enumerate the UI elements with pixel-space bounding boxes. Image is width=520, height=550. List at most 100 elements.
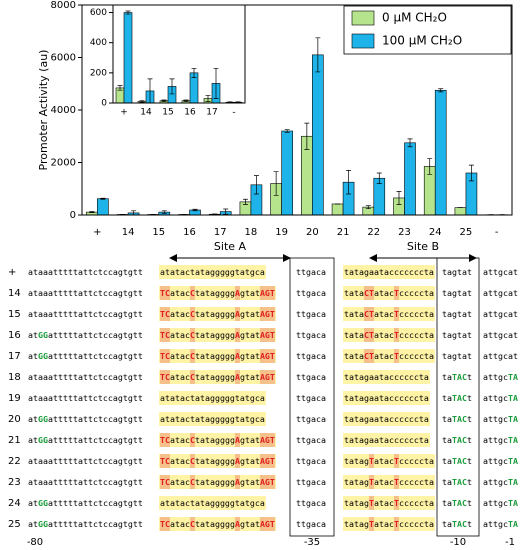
sequence-run: ataaatttttattctccagtgtt bbox=[28, 372, 143, 382]
mutation-highlight bbox=[160, 286, 165, 300]
sequence-run: at bbox=[28, 498, 38, 508]
sequence-run: attgc bbox=[483, 414, 508, 424]
y-tick-label: 0 bbox=[101, 99, 107, 109]
sequence-run: GG bbox=[38, 330, 48, 340]
error-bar bbox=[183, 99, 189, 102]
sequence-segment: atGGatttttattctccagtgtt bbox=[28, 519, 143, 529]
sequence-segment: ttgaca bbox=[296, 414, 326, 424]
mutation-highlight bbox=[269, 349, 275, 363]
x-tick-label: 22 bbox=[367, 227, 380, 238]
mutation-highlight bbox=[164, 517, 170, 531]
position-label: -35 bbox=[304, 537, 320, 548]
y-tick-label: 600 bbox=[90, 8, 107, 18]
sequence-run: t bbox=[467, 393, 472, 403]
sequence-run: TC bbox=[160, 330, 170, 340]
sequence-run: ta bbox=[442, 393, 452, 403]
mutation-highlight bbox=[269, 475, 275, 489]
sequence-run: atatactatagggggtatgca bbox=[160, 267, 265, 277]
sequence-run: tatagggg bbox=[195, 372, 235, 382]
sequence-segment: ataaatttttattctccagtgtt bbox=[28, 267, 143, 277]
site-highlight bbox=[159, 475, 276, 489]
sequence-segment: tagtat bbox=[442, 330, 472, 340]
sequence-run: TA bbox=[508, 435, 518, 445]
mutation-highlight bbox=[269, 328, 275, 342]
sequence-run: TC bbox=[160, 309, 170, 319]
sequence-segment: TCatacCtataggggAgtatAGT bbox=[160, 456, 275, 466]
error-bar bbox=[139, 100, 145, 103]
mutation-highlight bbox=[189, 307, 195, 321]
sequence-run: ttgaca bbox=[296, 372, 326, 382]
sequence-run: T bbox=[369, 498, 374, 508]
sequence-run: t bbox=[467, 372, 472, 382]
error-bar bbox=[304, 122, 310, 150]
sequence-segment: ataaatttttattctccagtgtt bbox=[28, 393, 143, 403]
error-bar bbox=[396, 191, 402, 205]
mutation-highlight bbox=[189, 475, 195, 489]
sequence-run: TAC bbox=[452, 519, 467, 529]
y-tick-label: 400 bbox=[90, 38, 107, 48]
sequence-run: gtat bbox=[240, 372, 260, 382]
sequence-segment: attgcTA bbox=[483, 414, 518, 424]
sequence-run: attgcat bbox=[483, 351, 518, 361]
sequence-run: cccccta bbox=[399, 456, 434, 466]
sequence-run: A bbox=[235, 477, 240, 487]
sequence-run: atac bbox=[170, 309, 190, 319]
error-bar bbox=[223, 208, 229, 215]
sequence-segment: ataaatttttattctccagtgtt bbox=[28, 477, 143, 487]
sequence-segment: ttgaca bbox=[296, 309, 326, 319]
x-tick-label: 14 bbox=[122, 227, 135, 238]
sequence-run: AGT bbox=[260, 477, 275, 487]
sequence-run: at bbox=[28, 435, 38, 445]
mutation-highlight bbox=[264, 370, 270, 384]
plot-frame bbox=[81, 4, 513, 216]
sequence-run: T bbox=[394, 351, 399, 361]
x-tick-label: 15 bbox=[152, 227, 165, 238]
sequence-run: TA bbox=[508, 414, 518, 424]
sequence-segment: ttgaca bbox=[296, 372, 326, 382]
mutation-highlight bbox=[269, 454, 275, 468]
plot-frame bbox=[112, 4, 246, 104]
sequence-run: tatagggg bbox=[195, 519, 235, 529]
site-highlight bbox=[159, 328, 276, 342]
sequence-run: A bbox=[235, 288, 240, 298]
x-tick-label: 23 bbox=[398, 227, 411, 238]
row-label: 21 bbox=[8, 435, 21, 446]
sequence-run: gtat bbox=[240, 288, 260, 298]
x-tick-label: 16 bbox=[183, 227, 196, 238]
legend-swatch bbox=[351, 33, 375, 49]
sequence-segment: taTACt bbox=[442, 456, 472, 466]
sequence-run: cccccta bbox=[399, 519, 434, 529]
mutation-highlight bbox=[234, 370, 240, 384]
mutation-highlight bbox=[363, 307, 369, 321]
mutation-highlight bbox=[164, 475, 170, 489]
sequence-segment: tatagTatacTcccccta bbox=[344, 498, 434, 508]
sequence-run: tagtat bbox=[442, 309, 472, 319]
sequence-segment: attgcat bbox=[483, 351, 518, 361]
y-tick-label: 200 bbox=[90, 68, 107, 78]
sequence-segment: atGGatttttattctccagtgtt bbox=[28, 414, 143, 424]
sequence-segment: attgcTA bbox=[483, 435, 518, 445]
sequence-run: tatagaataccccccta bbox=[344, 414, 429, 424]
sequence-run: C bbox=[190, 288, 195, 298]
sequence-run: T bbox=[369, 456, 374, 466]
sequence-run: ta bbox=[442, 477, 452, 487]
sequence-segment: ataaatttttattctccagtgtt bbox=[28, 288, 143, 298]
sequence-run: at bbox=[28, 351, 38, 361]
error-bar bbox=[253, 175, 259, 195]
sequence-run: TAC bbox=[452, 498, 467, 508]
row-label: 14 bbox=[8, 288, 21, 299]
mutation-highlight bbox=[368, 454, 374, 468]
sequence-run: ataaatttttattctccagtgtt bbox=[28, 267, 143, 277]
sequence-run: A bbox=[235, 351, 240, 361]
mutation-highlight bbox=[164, 454, 170, 468]
sequence-run: CT bbox=[364, 288, 374, 298]
sequence-run: gtat bbox=[240, 519, 260, 529]
sequence-run: AGT bbox=[260, 519, 275, 529]
sequence-run: tatag bbox=[344, 519, 369, 529]
sequence-run: gtat bbox=[240, 456, 260, 466]
sequence-segment: attgcTA bbox=[483, 393, 518, 403]
x-tick-label: 19 bbox=[275, 227, 288, 238]
mutation-highlight bbox=[164, 370, 170, 384]
error-bar bbox=[169, 78, 175, 95]
y-tick-label: 0 bbox=[70, 210, 76, 221]
